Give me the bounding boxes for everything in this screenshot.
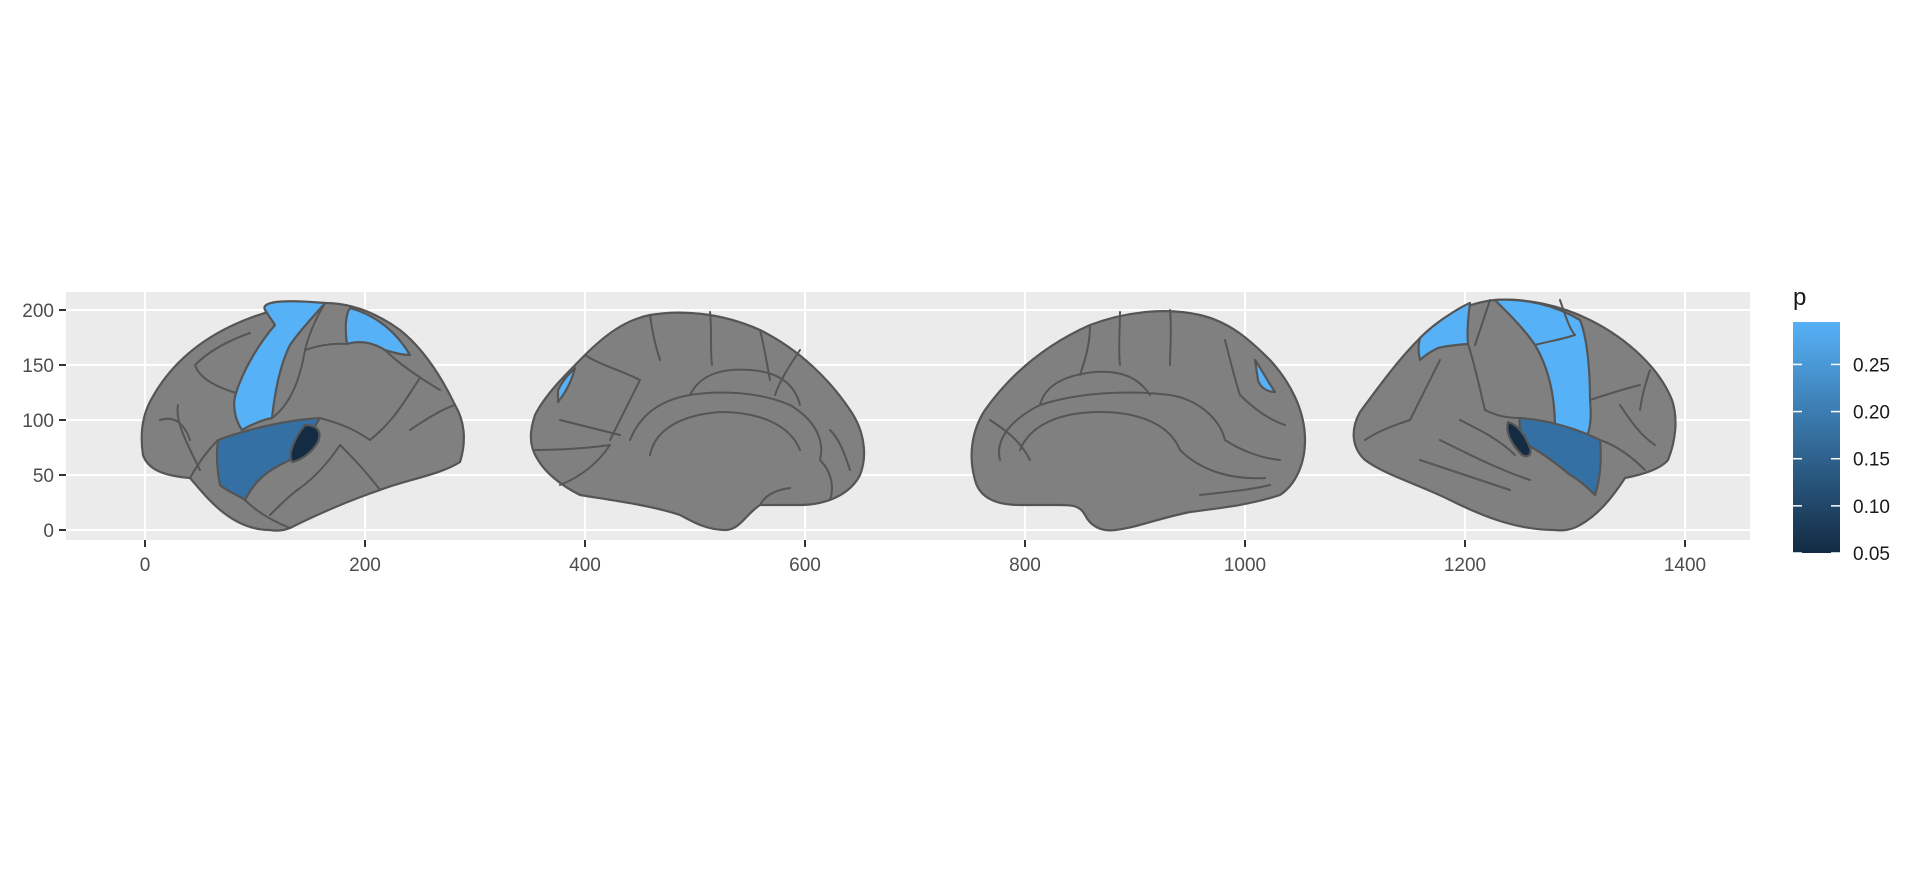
legend-tick-label: 0.20 bbox=[1853, 403, 1890, 424]
x-tick-label: 0 bbox=[140, 555, 151, 576]
region-transverse-temporal bbox=[1506, 420, 1532, 458]
brain-view-medial-right bbox=[970, 309, 1307, 532]
brain-view-medial-left bbox=[529, 311, 866, 532]
region-transverse-temporal bbox=[289, 423, 321, 464]
y-tick-label: 150 bbox=[22, 356, 54, 377]
x-tick-label: 1400 bbox=[1664, 555, 1706, 576]
x-tick-label: 1200 bbox=[1444, 555, 1486, 576]
legend: p 0.05 0.10 0.15 0.20 0.25 bbox=[1793, 284, 1890, 565]
y-tick-label: 50 bbox=[33, 466, 54, 487]
sulcal-boundaries bbox=[534, 311, 851, 506]
sulcal-boundaries bbox=[1364, 299, 1656, 491]
legend-title: p bbox=[1793, 284, 1806, 311]
x-tick-label: 800 bbox=[1009, 555, 1041, 576]
region-outline bbox=[529, 311, 866, 532]
legend-tick-label: 0.15 bbox=[1853, 450, 1890, 471]
legend-colorbar bbox=[1793, 322, 1840, 553]
y-tick-label: 0 bbox=[43, 521, 54, 542]
x-tick-label: 1000 bbox=[1224, 555, 1266, 576]
region-precentral-edge bbox=[1253, 358, 1277, 394]
sulcal-boundaries bbox=[159, 302, 456, 529]
brain-view-lateral-right bbox=[1352, 298, 1677, 532]
region-outline bbox=[970, 310, 1307, 532]
region-postcentral bbox=[1417, 301, 1472, 362]
legend-tick-label: 0.10 bbox=[1853, 497, 1890, 518]
legend-tick-label: 0.05 bbox=[1853, 544, 1890, 565]
axes: 0 200 400 600 800 1000 1200 1400 0 50 100 150 200 bbox=[22, 301, 1706, 576]
x-tick-label: 400 bbox=[569, 555, 601, 576]
brain-view-lateral-left bbox=[140, 300, 465, 532]
x-tick-label: 600 bbox=[789, 555, 821, 576]
legend-tick-label: 0.25 bbox=[1853, 355, 1890, 376]
sulcal-boundaries bbox=[989, 309, 1286, 496]
region-superior-temporal bbox=[215, 416, 322, 502]
x-tick-label: 200 bbox=[349, 555, 381, 576]
y-tick-label: 100 bbox=[22, 411, 54, 432]
y-tick-label: 200 bbox=[22, 301, 54, 322]
region-precentral-edge bbox=[556, 366, 577, 404]
